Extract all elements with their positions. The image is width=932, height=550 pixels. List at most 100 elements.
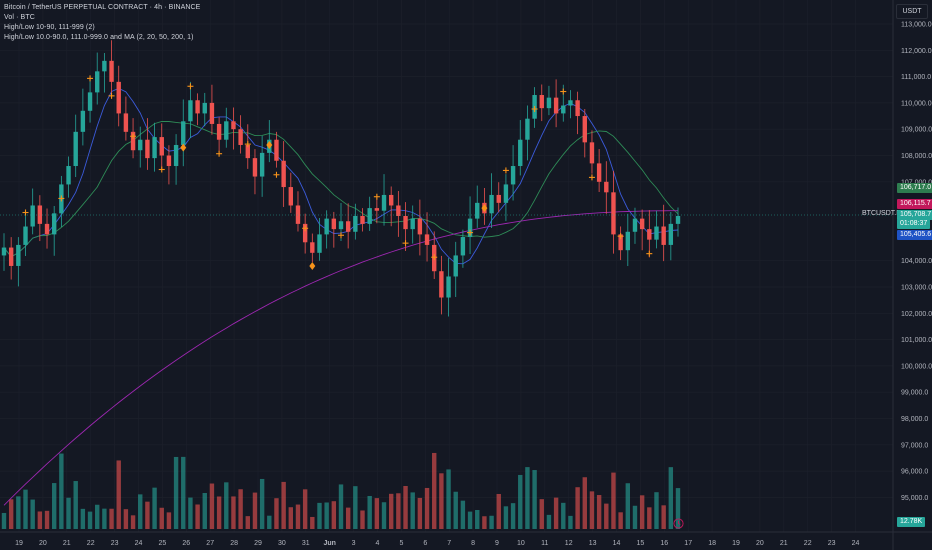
price-scale-label: 107,000.0	[901, 179, 932, 186]
candle-body	[159, 137, 164, 156]
volume-bar	[238, 489, 243, 529]
volume-bar	[589, 491, 595, 529]
candle-body	[216, 123, 222, 140]
volume-bar	[618, 512, 623, 529]
time-scale-label: 19	[732, 540, 740, 547]
volume-bar	[553, 497, 559, 529]
volume-bar	[209, 483, 215, 529]
candle-body	[553, 97, 559, 114]
time-scale-label: 5	[399, 540, 403, 547]
volume-bar	[159, 507, 164, 529]
time-scale-label: 23	[828, 540, 836, 547]
volume-bar	[625, 483, 631, 529]
candle-body	[51, 213, 57, 235]
volume-bar	[410, 492, 415, 529]
time-scale-label: 22	[87, 540, 95, 547]
volume-bar	[324, 502, 329, 529]
candle-body	[8, 247, 14, 266]
volume-bar	[647, 507, 652, 529]
time-scale-label: 21	[780, 540, 788, 547]
indicator-label-1[interactable]: High/Low 10-90, 111-999 (2)	[4, 24, 95, 31]
volume-bar	[16, 496, 21, 529]
candle-body	[367, 208, 372, 224]
symbol-title[interactable]: Bitcoin / TetherUS PERPETUAL CONTRACT · …	[4, 4, 201, 11]
time-scale-label: 22	[804, 540, 812, 547]
candle-body	[238, 129, 243, 145]
price-scale-label: 111,000.0	[901, 74, 931, 81]
price-scale-label: 98,000.0	[901, 416, 928, 423]
candle-body	[661, 226, 666, 245]
volume-bar	[360, 510, 365, 529]
candle-body	[66, 166, 71, 185]
price-scale-label: 113,000.0	[901, 22, 932, 29]
candle-body	[87, 92, 93, 111]
volume-bar	[424, 487, 430, 529]
volume-bar	[439, 473, 444, 529]
candle-body	[446, 276, 451, 298]
volume-bar	[654, 492, 659, 529]
volume-bar	[546, 514, 552, 529]
time-scale-label: Jun	[323, 540, 335, 547]
time-scale-label: 20	[756, 540, 764, 547]
candle-body	[73, 131, 78, 167]
volume-bar	[561, 502, 566, 529]
volume-bar	[302, 489, 308, 529]
volume-bar	[123, 509, 129, 529]
candle-body	[611, 192, 616, 235]
candle-body	[518, 139, 523, 167]
volume-bar	[675, 488, 681, 529]
currency-button[interactable]: USDT	[896, 4, 928, 19]
price-scale-label: 103,000.0	[901, 285, 932, 292]
candle-body	[589, 142, 595, 164]
clock-icon[interactable]	[673, 518, 684, 529]
volume-label[interactable]: Vol · BTC	[4, 14, 35, 21]
candle-body	[102, 60, 107, 72]
candle-body	[1, 247, 7, 256]
volume-bar	[668, 467, 674, 529]
time-scale-label: 20	[39, 540, 47, 547]
volume-bar	[460, 500, 466, 529]
candle-body	[388, 194, 394, 206]
price-scale-label: 95,000.0	[901, 495, 928, 502]
candle-body	[546, 97, 552, 109]
time-scale-label: 31	[302, 540, 310, 547]
volume-bar	[338, 484, 344, 529]
indicator-label-2[interactable]: High/Low 10.0-90.0, 111.0-999.0 and MA (…	[4, 34, 194, 41]
volume-tag: 12.78K	[897, 517, 926, 527]
time-scale-label: 19	[15, 540, 23, 547]
volume-bar	[66, 497, 71, 529]
candle-body	[30, 205, 35, 227]
volume-bar	[195, 504, 200, 529]
candle-body	[231, 121, 236, 130]
signal-diamond	[309, 261, 316, 270]
volume-bar	[30, 499, 35, 529]
candle-body	[202, 102, 207, 114]
candle-body	[453, 255, 458, 277]
price-scale-label: 110,000.0	[901, 100, 932, 107]
time-scale-label: 27	[206, 540, 214, 547]
candle-body	[596, 163, 602, 182]
volume-bar	[267, 515, 272, 529]
volume-bar	[403, 485, 408, 529]
volume-bar	[109, 508, 114, 529]
candle-body	[166, 155, 172, 167]
volume-bar	[475, 509, 480, 529]
time-scale: 19 20 21 22 23 24 25 26 27 28 29 30 31 Jun 3 4 5 6 7 8 9 10 11…	[15, 540, 859, 547]
price-scale-label: 104,000.0	[901, 258, 932, 265]
candle-body	[510, 166, 516, 185]
volume-bar	[87, 511, 93, 529]
volume-bar	[489, 515, 494, 529]
volume-bar	[510, 503, 516, 529]
signal-markers	[22, 75, 653, 270]
candle-body	[138, 139, 143, 151]
volume-bar	[130, 515, 136, 529]
candle-body	[173, 144, 179, 167]
candle-body	[80, 110, 86, 132]
candle-body	[396, 205, 401, 216]
volume-bar	[224, 482, 229, 529]
volume-bar	[173, 456, 179, 529]
volume-bar	[596, 495, 602, 529]
volume-bar	[482, 516, 487, 529]
volume-bar	[453, 491, 458, 529]
